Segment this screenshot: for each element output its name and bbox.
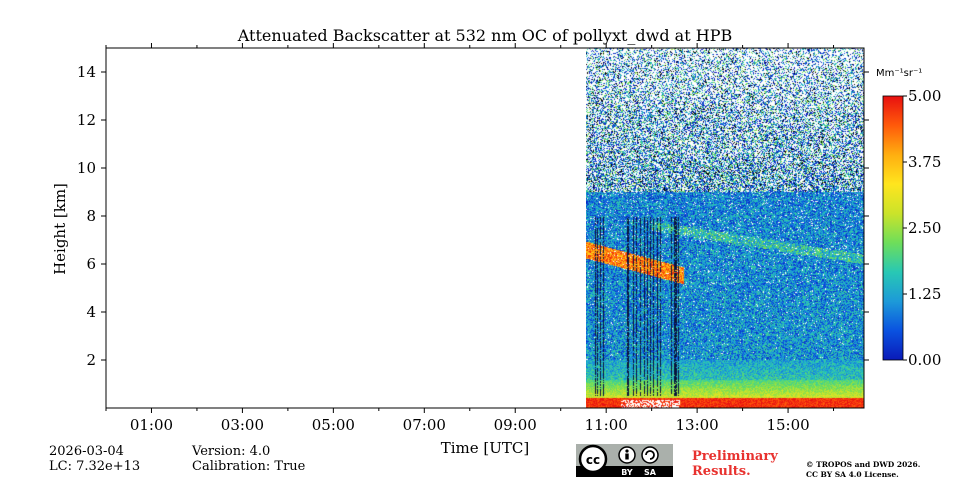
y-tick-label: 10	[77, 159, 96, 177]
colorbar-unit-label: Mm⁻¹sr⁻¹	[876, 68, 922, 79]
copyright-line1: © TROPOS and DWD 2026.	[806, 460, 921, 469]
y-tick-label: 8	[86, 207, 96, 225]
sa-text: SA	[644, 468, 657, 477]
colorbar-tick-label: 5.00	[908, 87, 941, 105]
x-axis-label: Time [UTC]	[441, 439, 530, 457]
colorbar-tick-label: 2.50	[908, 219, 941, 237]
colorbar-tick-label: 1.25	[908, 285, 941, 303]
y-tick-label: 6	[86, 255, 96, 273]
x-tick-label: 09:00	[494, 416, 537, 434]
colorbar-tick-label: 3.75	[908, 153, 941, 171]
footer-date: 2026-03-04	[49, 444, 124, 459]
colorbar-tick-label: 0.00	[908, 351, 941, 369]
preliminary-line1: Preliminary	[692, 449, 778, 464]
x-tick-label: 13:00	[676, 416, 719, 434]
y-axis: 2 4 6 8 10 12 14	[77, 63, 869, 369]
copyright-line2: CC BY SA 4.0 License.	[806, 470, 899, 479]
footer-version-info: Version: 4.0 Calibration: True	[192, 444, 305, 474]
footer-calibration: Calibration: True	[192, 459, 306, 474]
x-tick-label: 07:00	[403, 416, 446, 434]
copyright-note: © TROPOS and DWD 2026. CC BY SA 4.0 Lice…	[806, 460, 920, 480]
colorbar	[882, 95, 904, 361]
cc-icon	[578, 444, 608, 474]
x-tick-label: 11:00	[585, 416, 628, 434]
colorbar-ticks: 0.00 1.25 2.50 3.75 5.00	[903, 87, 941, 369]
cc-text: cc	[586, 453, 600, 467]
y-tick-label: 12	[77, 111, 96, 129]
by-text: BY	[621, 468, 633, 477]
preliminary-line2: Results.	[692, 464, 751, 479]
x-tick-label: 01:00	[130, 416, 173, 434]
backscatter-heatmap	[586, 48, 864, 408]
y-tick-label: 2	[86, 351, 96, 369]
footer-version: Version: 4.0	[192, 444, 271, 459]
cc-by-sa-logo: cc BY SA	[576, 444, 673, 477]
plot-frame	[105, 47, 865, 409]
y-axis-label: Height [km]	[51, 183, 69, 275]
preliminary-results-note: Preliminary Results.	[692, 449, 778, 479]
share-alike-icon	[641, 446, 659, 464]
footer-lc: LC: 7.32e+13	[49, 459, 141, 474]
footer-left-info: 2026-03-04 LC: 7.32e+13	[49, 444, 140, 474]
y-tick-label: 4	[86, 303, 96, 321]
x-tick-label: 05:00	[312, 416, 355, 434]
x-axis: 01:00 03:00 05:00 07:00 09:00 11:00 13:00 15:00	[105, 43, 835, 434]
y-tick-label: 14	[77, 63, 96, 81]
chart-title: Attenuated Backscatter at 532 nm OC of p…	[237, 26, 732, 45]
x-tick-label: 15:00	[766, 416, 809, 434]
x-tick-label: 03:00	[221, 416, 264, 434]
